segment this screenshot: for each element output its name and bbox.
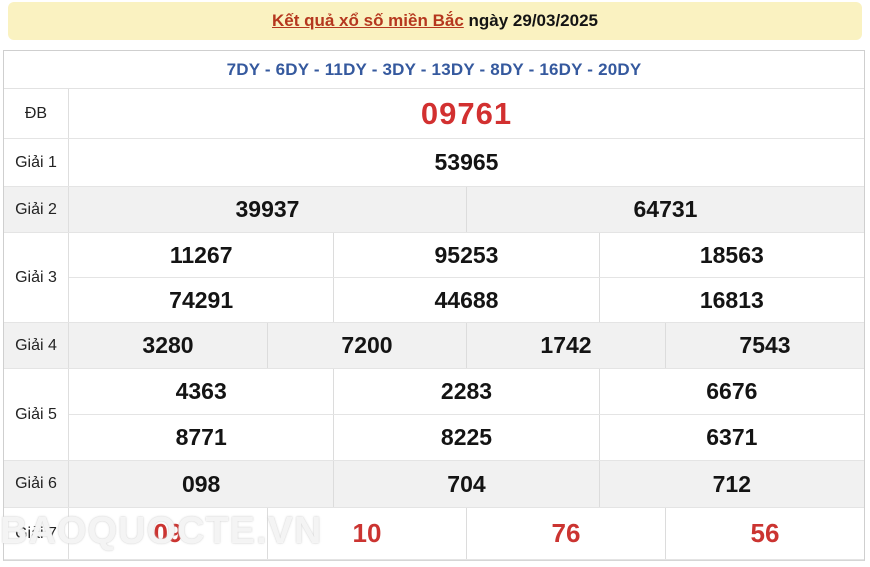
prize-values: 098 704 712 bbox=[69, 461, 864, 507]
prize-subrow: 8771 8225 6371 bbox=[69, 414, 864, 460]
prize-values: 11267 95253 18563 74291 44688 16813 bbox=[69, 233, 864, 322]
prize-number: 7200 bbox=[267, 323, 466, 368]
prize-number: 74291 bbox=[169, 286, 234, 313]
prize-number: 09 bbox=[153, 518, 183, 548]
prize-values: 3280 7200 1742 7543 bbox=[69, 323, 864, 368]
page-title-band: Kết quả xổ số miền Bắc ngày 29/03/2025 bbox=[8, 2, 862, 40]
prize-number: 8225 bbox=[333, 415, 598, 460]
prize-label-giai-5: Giải 5 bbox=[4, 369, 69, 460]
prize-number: 44688 bbox=[333, 278, 598, 322]
prize-number: 098 bbox=[181, 470, 221, 497]
result-row-giai-6: Giải 6 098 704 712 bbox=[4, 461, 864, 508]
results-title-link[interactable]: Kết quả xổ số miền Bắc bbox=[272, 11, 464, 30]
prize-label-db: ĐB bbox=[4, 89, 69, 138]
prize-label-giai-6: Giải 6 bbox=[4, 461, 69, 507]
prize-number: 11267 bbox=[169, 241, 233, 268]
prize-label-giai-1: Giải 1 bbox=[4, 139, 69, 186]
result-row-giai-4: Giải 4 3280 7200 1742 7543 bbox=[4, 323, 864, 369]
prize-subrow: 09 10 76 56 bbox=[69, 508, 864, 559]
results-table: 7DY - 6DY - 11DY - 3DY - 13DY - 8DY - 16… bbox=[3, 50, 865, 561]
result-row-giai-5: Giải 5 4363 2283 6676 8771 8225 6371 bbox=[4, 369, 864, 461]
prize-subrow: 098 704 712 bbox=[69, 461, 864, 507]
results-date: ngày 29/03/2025 bbox=[463, 11, 599, 30]
prize-number: 95253 bbox=[333, 233, 598, 277]
prize-subrow: 09761 bbox=[69, 89, 864, 138]
prize-number: 3280 bbox=[142, 332, 194, 358]
result-row-giai-2: Giải 2 39937 64731 bbox=[4, 187, 864, 233]
prize-subrow: 39937 64731 bbox=[69, 187, 864, 232]
prize-number: 64731 bbox=[466, 187, 864, 232]
prize-number: 16813 bbox=[598, 278, 864, 322]
result-row-giai-3: Giải 3 11267 95253 18563 74291 44688 16813 bbox=[4, 233, 864, 323]
prize-values: 09 10 76 56 bbox=[69, 508, 864, 559]
prize-number: 53965 bbox=[434, 149, 499, 175]
prize-number: 7543 bbox=[665, 323, 864, 368]
prize-number: 8771 bbox=[175, 424, 227, 450]
prize-label-giai-7: Giải 7 bbox=[4, 508, 69, 559]
prize-number: 56 bbox=[665, 508, 864, 559]
prize-label-giai-4: Giải 4 bbox=[4, 323, 69, 368]
result-row-db: ĐB 09761 bbox=[4, 89, 864, 139]
prize-label-giai-2: Giải 2 bbox=[4, 187, 69, 232]
prize-number: 712 bbox=[598, 461, 864, 507]
prize-values: 53965 bbox=[69, 139, 864, 186]
prize-number: 10 bbox=[267, 508, 466, 559]
prize-number: 2283 bbox=[333, 369, 598, 414]
prize-subrow: 3280 7200 1742 7543 bbox=[69, 323, 864, 368]
result-row-giai-1: Giải 1 53965 bbox=[4, 139, 864, 187]
prize-number: 6371 bbox=[598, 415, 864, 460]
prize-number: 6676 bbox=[598, 369, 864, 414]
prize-subrow: 53965 bbox=[69, 139, 864, 186]
prize-number: 704 bbox=[333, 461, 598, 507]
prize-subrow: 74291 44688 16813 bbox=[69, 277, 864, 322]
station-codes-row: 7DY - 6DY - 11DY - 3DY - 13DY - 8DY - 16… bbox=[4, 51, 864, 89]
prize-subrow: 4363 2283 6676 bbox=[69, 369, 864, 414]
prize-number: 09761 bbox=[420, 95, 513, 131]
prize-number: 4363 bbox=[175, 378, 227, 404]
prize-number: 39937 bbox=[235, 196, 300, 222]
prize-values: 39937 64731 bbox=[69, 187, 864, 232]
prize-subrow: 11267 95253 18563 bbox=[69, 233, 864, 277]
prize-number: 1742 bbox=[466, 323, 665, 368]
prize-number: 18563 bbox=[598, 233, 864, 277]
result-row-giai-7: Giải 7 09 10 76 56 bbox=[4, 508, 864, 560]
prize-values: 09761 bbox=[69, 89, 864, 138]
prize-number: 76 bbox=[466, 508, 665, 559]
prize-label-giai-3: Giải 3 bbox=[4, 233, 69, 322]
prize-rows: ĐB 09761 Giải 1 53965 Giải 2 39937 64731 Giải 3… bbox=[4, 89, 864, 560]
prize-values: 4363 2283 6676 8771 8225 6371 bbox=[69, 369, 864, 460]
